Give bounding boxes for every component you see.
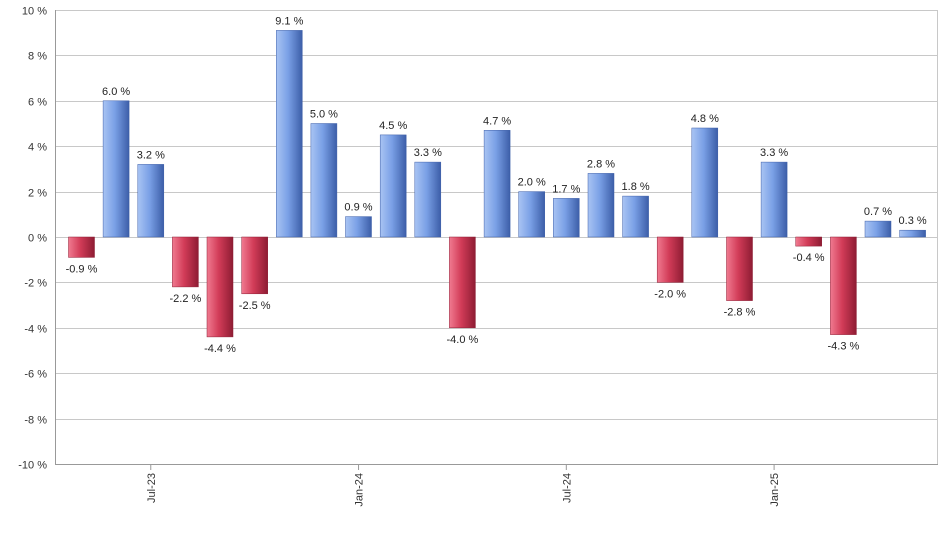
bar-positive xyxy=(622,195,649,238)
bar-positive xyxy=(137,164,165,238)
data-label: -2.8 % xyxy=(724,307,756,319)
bar-positive xyxy=(518,191,545,238)
bar-positive xyxy=(760,161,788,238)
data-label: 9.1 % xyxy=(275,15,303,27)
bar-positive xyxy=(310,123,338,238)
bar-negative xyxy=(656,236,684,283)
data-label: 0.3 % xyxy=(899,215,927,227)
data-label: 3.3 % xyxy=(414,147,442,159)
y-tick-label: 6 % xyxy=(28,97,47,109)
bar-positive xyxy=(345,216,372,238)
data-label: 0.7 % xyxy=(864,206,892,218)
data-label: -4.0 % xyxy=(447,334,479,346)
axes: 10 % 8 % 6 % 4 % 2 % 0 % -2 % -4 % -6 % -8 % -10 %… xyxy=(18,6,938,507)
data-label: -2.0 % xyxy=(654,288,686,300)
data-label: 4.7 % xyxy=(483,115,511,127)
bar-positive xyxy=(414,161,442,238)
data-label: -0.4 % xyxy=(793,252,825,264)
y-tick-label: -10 % xyxy=(18,460,47,472)
bar-negative xyxy=(726,236,753,301)
x-tick-label: Jan-24 xyxy=(354,473,366,507)
bars xyxy=(68,30,926,338)
bar-positive xyxy=(587,173,615,238)
x-tick-label: Jul-24 xyxy=(561,473,573,503)
bar-positive xyxy=(102,100,130,238)
bar-negative xyxy=(449,236,476,329)
data-label: 5.0 % xyxy=(310,109,338,121)
bar-positive xyxy=(483,130,511,238)
x-tick-label: Jan-25 xyxy=(769,473,781,507)
bar-positive xyxy=(864,220,892,238)
bar-positive xyxy=(553,198,580,238)
data-label: 6.0 % xyxy=(102,86,130,98)
y-tick-label: -8 % xyxy=(24,415,47,427)
data-label: -4.4 % xyxy=(204,343,236,355)
data-label: 4.8 % xyxy=(691,113,719,125)
bar-negative xyxy=(830,236,857,335)
y-tick-label: 8 % xyxy=(28,51,47,63)
y-tick-label: 10 % xyxy=(22,6,47,18)
bar-positive xyxy=(899,229,926,238)
data-label: -2.2 % xyxy=(170,293,202,305)
data-label: -2.5 % xyxy=(239,300,271,312)
y-tick-label: 2 % xyxy=(28,188,47,200)
bar-negative xyxy=(206,236,234,338)
x-tick-label: Jul-23 xyxy=(146,473,158,503)
bar-negative xyxy=(68,236,95,258)
bar-positive xyxy=(379,134,407,238)
data-label: 1.8 % xyxy=(622,181,650,193)
data-label: -4.3 % xyxy=(828,341,860,353)
y-tick-label: 4 % xyxy=(28,142,47,154)
data-label: 2.0 % xyxy=(518,177,546,189)
data-label: 2.8 % xyxy=(587,158,615,170)
data-label: 3.2 % xyxy=(137,149,165,161)
bar-positive xyxy=(276,30,303,238)
data-label: 3.3 % xyxy=(760,147,788,159)
data-labels: -0.9 % 6.0 % 3.2 % -2.2 % -4.4 % -2.5 % 9.1 % 5… xyxy=(66,15,927,355)
data-label: -0.9 % xyxy=(66,263,98,275)
y-tick-label: -4 % xyxy=(24,324,47,336)
data-label: 1.7 % xyxy=(552,183,580,195)
bar-positive xyxy=(691,127,719,238)
bar-negative xyxy=(172,236,199,288)
y-tick-label: -2 % xyxy=(24,278,47,290)
y-tick-label: 0 % xyxy=(28,233,47,245)
bar-negative xyxy=(241,236,268,295)
data-label: 4.5 % xyxy=(379,120,407,132)
bar-negative xyxy=(795,236,822,247)
data-label: 0.9 % xyxy=(344,202,372,214)
y-tick-label: -6 % xyxy=(24,369,47,381)
